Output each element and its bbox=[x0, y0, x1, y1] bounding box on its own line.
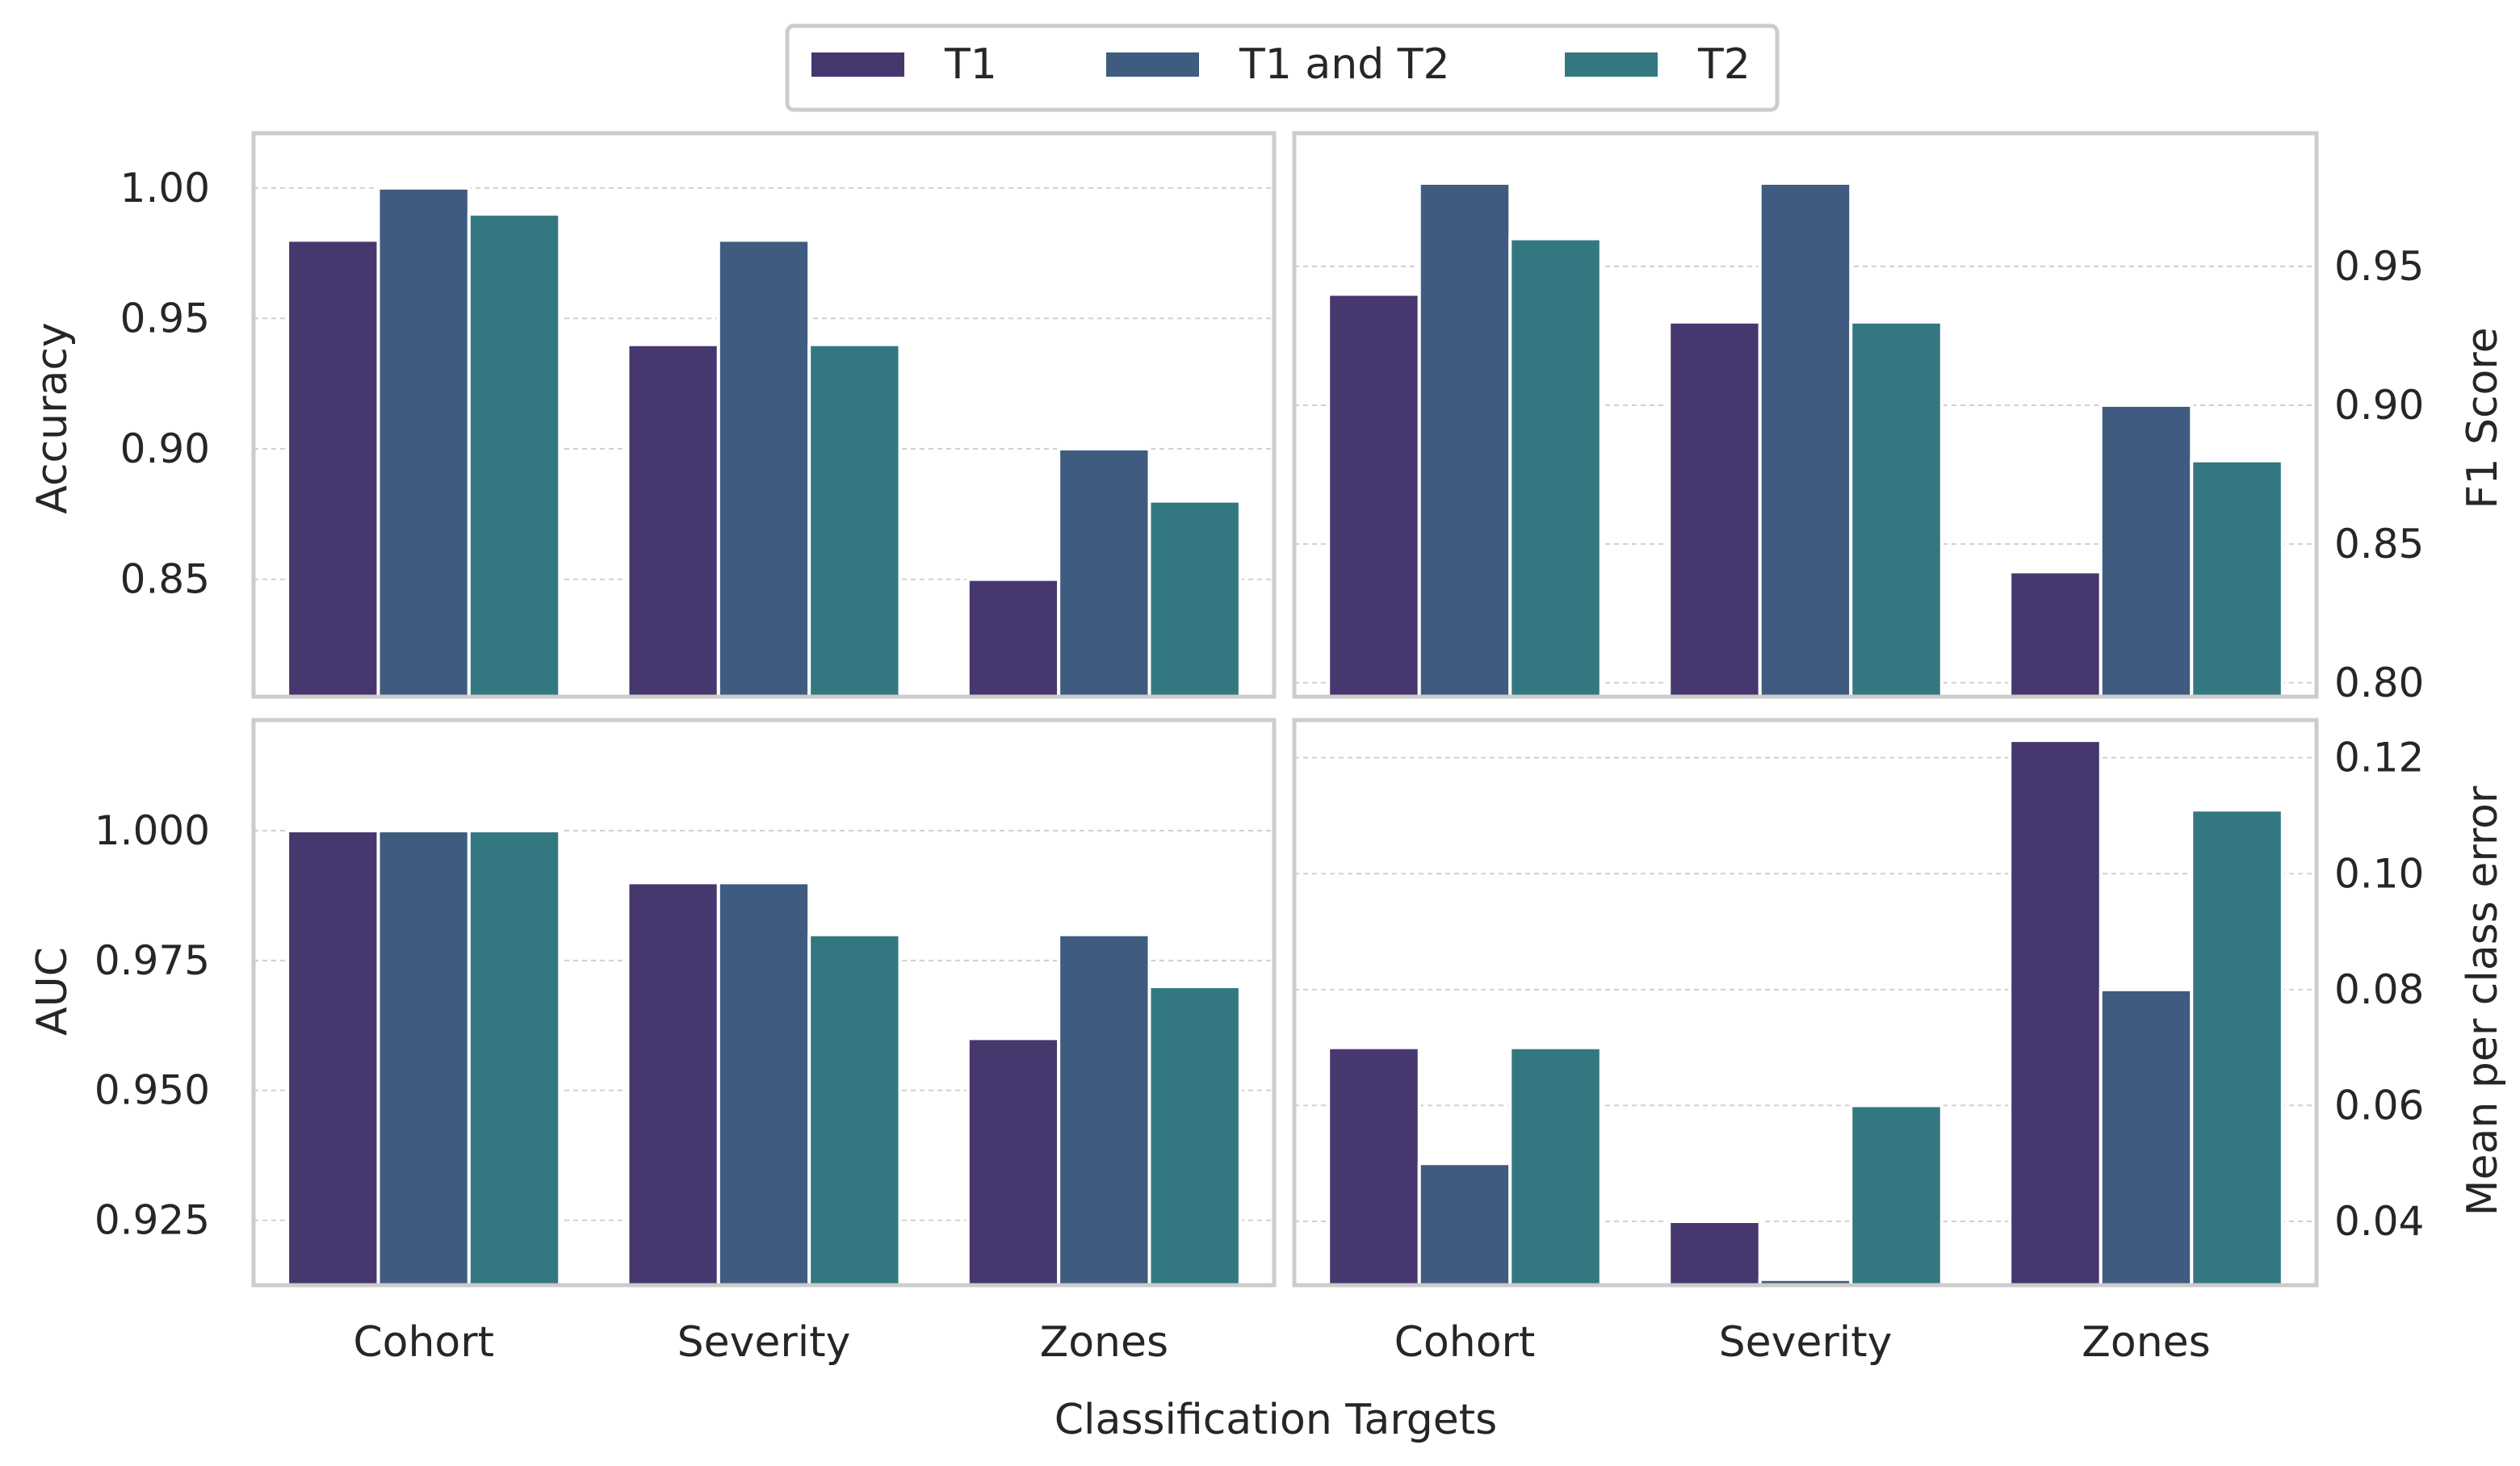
bar-f1-t1-and-t2-severity bbox=[1758, 181, 1853, 699]
legend: T1 T1 and T2 T2 bbox=[785, 23, 1780, 112]
f1-ytick-label: 0.95 bbox=[2334, 243, 2424, 290]
bar-accuracy-t1-and-t2-zones bbox=[1057, 447, 1151, 699]
f1-ytick-label: 0.85 bbox=[2334, 521, 2424, 568]
auc-ytick-label: 0.925 bbox=[94, 1197, 210, 1244]
legend-swatch-t1-and-t2 bbox=[1106, 52, 1199, 77]
auc-ytick-label: 0.975 bbox=[94, 937, 210, 984]
bar-mpce-t1-zones bbox=[2008, 739, 2103, 1287]
bar-auc-t2-zones bbox=[1147, 985, 1242, 1288]
mpce-ytick-label: 0.10 bbox=[2334, 850, 2424, 897]
bar-accuracy-t2-zones bbox=[1147, 499, 1242, 699]
bar-mpce-t1-severity bbox=[1667, 1220, 1762, 1287]
bar-auc-t1-and-t2-severity bbox=[716, 881, 811, 1287]
x-category-label-severity: Severity bbox=[1719, 1318, 1893, 1367]
legend-label-t2: T2 bbox=[1697, 40, 1751, 89]
legend-frame bbox=[785, 23, 1780, 112]
legend-label-t1: T1 bbox=[944, 40, 997, 89]
bar-auc-t1-severity bbox=[626, 881, 720, 1287]
auc-panel: 0.925 0.950 0.975 1.000 Cohort Severity Zones bbox=[94, 718, 1277, 1367]
bar-accuracy-t1-and-t2-severity bbox=[716, 238, 811, 699]
mpce-ytick-label: 0.04 bbox=[2334, 1198, 2424, 1245]
mpce-ytick-label: 0.12 bbox=[2334, 735, 2424, 781]
bar-mpce-t1-cohort bbox=[1327, 1045, 1421, 1287]
mpce-panel-frame bbox=[1292, 718, 2319, 1288]
bar-accuracy-t1-zones bbox=[966, 577, 1061, 698]
bar-auc-t1-and-t2-cohort bbox=[376, 829, 471, 1287]
auc-axis-title: AUC bbox=[28, 947, 77, 1036]
bar-auc-t1-and-t2-zones bbox=[1057, 932, 1151, 1287]
accuracy-ytick-label: 0.95 bbox=[120, 295, 210, 341]
bar-f1-t1-severity bbox=[1667, 320, 1762, 698]
bar-f1-t1-zones bbox=[2008, 570, 2103, 698]
x-category-label-cohort: Cohort bbox=[1394, 1318, 1536, 1367]
bar-accuracy-t1-severity bbox=[626, 342, 720, 698]
f1-ytick-label: 0.90 bbox=[2334, 382, 2424, 429]
legend-swatch-t1 bbox=[811, 52, 904, 77]
bar-auc-t1-cohort bbox=[286, 829, 380, 1287]
bar-f1-t1-and-t2-cohort bbox=[1417, 181, 1512, 699]
x-category-label-zones: Zones bbox=[2082, 1318, 2210, 1367]
x-category-label-severity: Severity bbox=[677, 1318, 851, 1367]
f1-panel-frame bbox=[1292, 131, 2319, 699]
x-axis-title: Classification Targets bbox=[1055, 1396, 1498, 1444]
bar-f1-t2-severity bbox=[1849, 320, 1943, 698]
mpce-ytick-label: 0.08 bbox=[2334, 966, 2424, 1013]
bar-mpce-t2-severity bbox=[1849, 1104, 1943, 1288]
accuracy-ytick-label: 0.85 bbox=[120, 556, 210, 603]
auc-ytick-label: 0.950 bbox=[94, 1067, 210, 1114]
bar-auc-t1-zones bbox=[966, 1037, 1061, 1288]
accuracy-ytick-label: 0.90 bbox=[120, 425, 210, 472]
x-category-label-cohort: Cohort bbox=[353, 1318, 494, 1367]
mpce-ytick-label: 0.06 bbox=[2334, 1082, 2424, 1129]
f1-score-panel: 0.80 0.85 0.90 0.95 bbox=[1292, 131, 2424, 706]
mean-per-class-error-panel: 0.04 0.06 0.08 0.10 0.12 Cohort Severity Zones bbox=[1292, 718, 2424, 1367]
bar-f1-t1-and-t2-zones bbox=[2099, 403, 2194, 698]
bar-accuracy-t2-cohort bbox=[467, 212, 562, 699]
legend-swatch-t2 bbox=[1565, 52, 1658, 77]
legend-label-t1-and-t2: T1 and T2 bbox=[1239, 40, 1450, 89]
bar-accuracy-t1-cohort bbox=[286, 238, 380, 699]
f1-ytick-label: 0.80 bbox=[2334, 660, 2424, 706]
bar-auc-t2-severity bbox=[807, 932, 902, 1287]
bar-f1-t1-cohort bbox=[1327, 292, 1421, 698]
f1-score-axis-title: F1 Score bbox=[2459, 327, 2507, 509]
mean-per-class-error-axis-title: Mean per class error bbox=[2459, 785, 2507, 1216]
x-category-label-zones: Zones bbox=[1040, 1318, 1168, 1367]
bar-mpce-t2-cohort bbox=[1508, 1045, 1603, 1287]
bar-mpce-t1-and-t2-cohort bbox=[1417, 1162, 1512, 1287]
bar-accuracy-t1-and-t2-cohort bbox=[376, 186, 471, 699]
accuracy-panel: 0.85 0.90 0.95 1.00 bbox=[120, 131, 1277, 699]
auc-panel-frame bbox=[251, 718, 1277, 1288]
bar-mpce-t1-and-t2-zones bbox=[2099, 987, 2194, 1288]
accuracy-ytick-label: 1.00 bbox=[120, 165, 210, 212]
accuracy-panel-frame bbox=[251, 131, 1277, 699]
auc-ytick-label: 1.000 bbox=[94, 807, 210, 854]
bar-f1-t2-cohort bbox=[1508, 237, 1603, 698]
bar-auc-t2-cohort bbox=[467, 829, 562, 1287]
bar-accuracy-t2-severity bbox=[807, 342, 902, 698]
accuracy-axis-title: Accuracy bbox=[28, 322, 77, 513]
bar-f1-t2-zones bbox=[2190, 459, 2284, 699]
bar-mpce-t2-zones bbox=[2190, 808, 2284, 1287]
